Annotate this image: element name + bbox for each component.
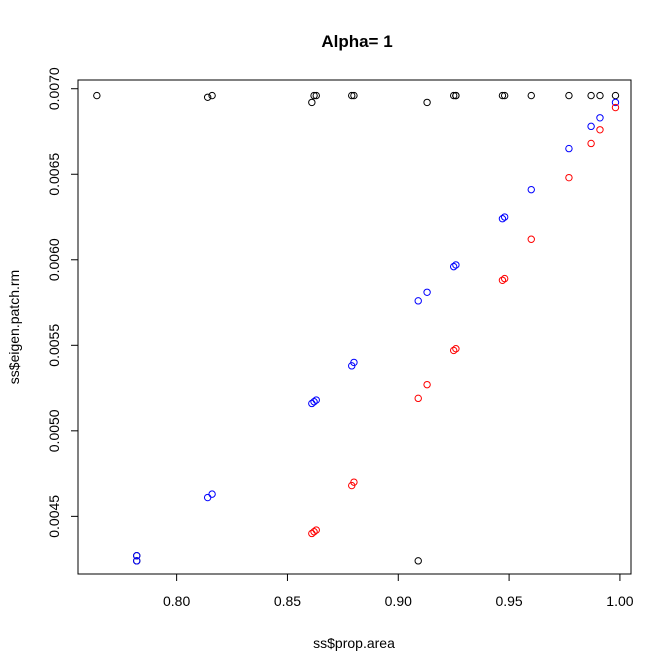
data-point (596, 91, 604, 100)
y-axis: 0.0045 0.0050 0.0055 0.0060 0.0065 0.0070 (46, 67, 79, 538)
data-point (596, 126, 604, 134)
data-point (587, 91, 595, 100)
data-point (348, 91, 356, 100)
data-point (527, 185, 535, 194)
data-points (93, 91, 620, 565)
y-tick-label: 0.0055 (46, 324, 62, 367)
x-tick-label: 0.85 (274, 593, 301, 609)
data-point (452, 91, 460, 100)
data-point (452, 261, 460, 269)
data-point (423, 380, 431, 389)
data-point (565, 144, 573, 153)
data-point (310, 398, 318, 406)
y-tick-label: 0.0070 (46, 67, 62, 110)
data-point (498, 276, 507, 285)
data-point (350, 358, 358, 367)
data-point (414, 297, 422, 305)
data-point (133, 551, 141, 560)
y-tick-label: 0.0065 (46, 153, 62, 196)
data-point (312, 396, 320, 404)
data-point (203, 93, 212, 101)
x-axis-label: ss$prop.area (313, 635, 395, 651)
data-point (611, 103, 620, 112)
data-point (565, 91, 573, 100)
data-point (133, 557, 141, 565)
chart-title: Alpha= 1 (321, 32, 392, 51)
data-point (208, 91, 216, 100)
data-point (500, 213, 509, 221)
data-point (93, 91, 101, 100)
data-point (308, 98, 316, 107)
data-point (500, 91, 509, 100)
data-point (527, 91, 535, 100)
data-point (423, 98, 431, 107)
data-point (449, 262, 458, 271)
y-tick-label: 0.0050 (46, 409, 62, 452)
y-tick-label: 0.0045 (46, 495, 62, 538)
data-point (414, 557, 422, 565)
data-point (449, 346, 458, 355)
data-point (423, 288, 431, 296)
data-point (596, 114, 604, 122)
y-tick-label: 0.0060 (46, 238, 62, 281)
data-point (310, 528, 318, 536)
data-point (498, 91, 507, 100)
x-tick-label: 0.80 (163, 593, 190, 609)
data-point (452, 345, 460, 353)
data-point (587, 139, 595, 148)
data-point (527, 235, 535, 243)
data-point (587, 122, 595, 131)
x-axis: 0.80 0.85 0.90 0.95 1.00 (163, 573, 634, 609)
x-tick-label: 0.95 (495, 593, 522, 609)
data-point (449, 91, 458, 100)
data-point (498, 215, 507, 223)
data-point (312, 91, 320, 100)
data-point (565, 173, 573, 182)
x-tick-label: 1.00 (606, 593, 633, 609)
y-axis-label: ss$eigen.patch.rm (6, 270, 22, 384)
data-point (414, 394, 422, 403)
data-point (611, 91, 620, 100)
data-point (611, 98, 620, 107)
data-point (312, 526, 320, 534)
plot-frame (77, 79, 632, 575)
data-point (500, 274, 509, 283)
x-tick-label: 0.90 (385, 593, 412, 609)
data-point (310, 91, 318, 100)
data-point (350, 91, 358, 100)
data-point (203, 493, 212, 502)
data-point (208, 490, 216, 498)
data-point (350, 478, 358, 486)
